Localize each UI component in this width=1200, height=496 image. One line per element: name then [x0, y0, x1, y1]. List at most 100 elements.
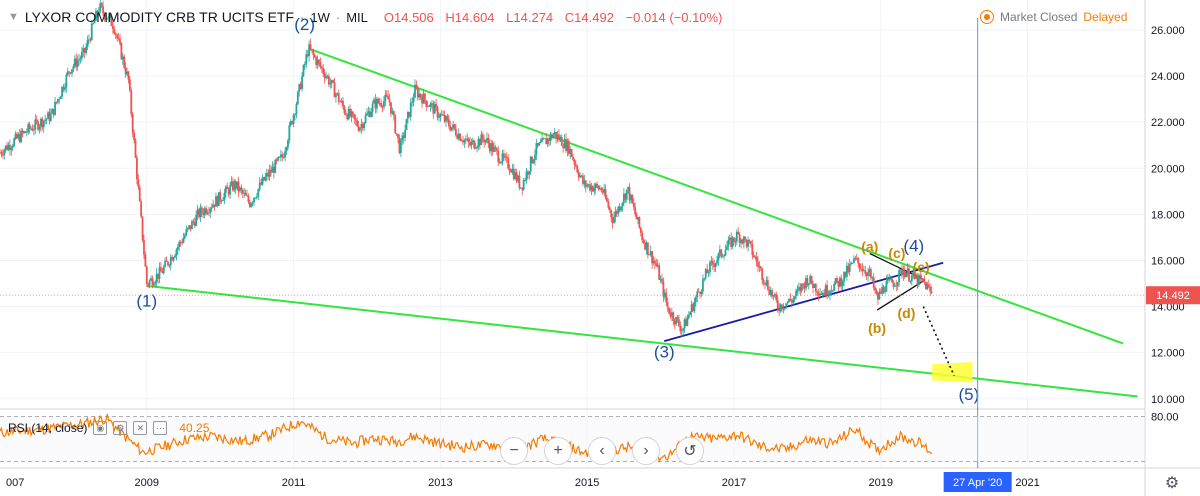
candle-body — [131, 114, 134, 133]
candle-body — [4, 145, 7, 150]
candle-body — [861, 268, 864, 272]
candle-body — [217, 192, 220, 206]
candle-body — [644, 242, 646, 250]
candle-body — [652, 260, 655, 264]
market-closed-label: Market Closed — [1000, 10, 1078, 24]
candle-body — [909, 281, 912, 282]
candle-body — [672, 312, 675, 321]
candle-body — [298, 84, 301, 92]
candle-body — [419, 93, 422, 98]
zoom-in-button[interactable]: + — [544, 437, 572, 465]
candle-body — [325, 76, 327, 79]
candle-body — [733, 237, 735, 242]
date-badge-text: 27 Apr '20 — [953, 477, 1002, 489]
time-tick-label: 2013 — [428, 477, 452, 489]
candle-body — [532, 159, 535, 164]
candle-body — [617, 206, 620, 214]
candle-body — [11, 146, 14, 149]
candle-body — [757, 261, 759, 267]
reset-button[interactable]: ↺ — [676, 437, 704, 465]
candle-body — [649, 251, 652, 255]
candle-body — [713, 264, 716, 268]
candle-body — [311, 49, 313, 51]
candle-body — [162, 266, 165, 274]
candle-body — [390, 102, 392, 114]
candle-body — [793, 296, 796, 299]
candle-body — [654, 260, 656, 264]
candle-body — [295, 104, 298, 115]
scroll-left-button[interactable]: ‹ — [588, 437, 616, 465]
gear-icon[interactable]: ⚙ — [113, 421, 128, 435]
candle-body — [42, 120, 45, 128]
candle-body — [145, 266, 148, 284]
candle-body — [260, 182, 263, 185]
candle-body — [56, 99, 59, 103]
candle-body — [394, 115, 397, 134]
candle-body — [901, 269, 903, 276]
candle-body — [433, 103, 436, 114]
chevron-down-icon[interactable]: ▼ — [8, 11, 19, 23]
candle-body — [929, 286, 932, 292]
candle-body — [459, 133, 462, 141]
candle-body — [755, 256, 758, 262]
candle-body — [137, 179, 140, 188]
candle-body — [710, 261, 713, 262]
candle-body — [169, 256, 172, 266]
candle-body — [234, 181, 237, 189]
candle-body — [711, 261, 714, 265]
close-icon[interactable]: ✕ — [133, 421, 148, 435]
candle-body — [392, 111, 395, 116]
settings-gear-icon[interactable]: ⚙ — [1165, 475, 1179, 492]
symbol-title[interactable]: LYXOR COMMODITY CRB TR UCITS ETF — [24, 9, 295, 25]
candle-body — [860, 268, 862, 270]
candle-body — [104, 18, 107, 20]
candle-body — [843, 271, 845, 282]
candle-body — [161, 271, 164, 274]
candle-body — [384, 94, 387, 101]
candle-body — [724, 249, 727, 256]
candle-body — [268, 169, 271, 177]
candle-body — [886, 278, 889, 281]
candle-body — [429, 103, 432, 107]
candle-body — [20, 130, 23, 142]
candle-body — [642, 240, 645, 243]
candle-body — [474, 148, 477, 149]
candle-body — [318, 59, 320, 63]
candle-body — [519, 187, 522, 189]
candle-body — [480, 134, 483, 146]
candle-body — [326, 76, 329, 77]
candle-body — [580, 175, 583, 177]
candle-body — [608, 207, 611, 211]
candle-body — [925, 282, 927, 290]
scroll-right-button[interactable]: › — [632, 437, 660, 465]
candle-body — [174, 255, 176, 258]
candle-body — [528, 171, 531, 175]
candle-body — [545, 138, 548, 145]
candle-body — [167, 261, 169, 266]
candle-body — [865, 273, 868, 277]
candle-body — [303, 63, 306, 66]
candle-body — [31, 128, 34, 131]
candle-body — [836, 278, 838, 281]
interval-label[interactable]: 1W — [310, 9, 330, 25]
candle-body — [44, 119, 47, 121]
candle-body — [377, 98, 380, 104]
candle-body — [54, 101, 56, 115]
candle-body — [816, 291, 819, 293]
rsi-label[interactable]: RSI (14, close) — [8, 421, 88, 435]
candle-body — [662, 281, 665, 297]
eye-icon[interactable]: ◉ — [93, 421, 108, 435]
candle-body — [144, 254, 147, 267]
candle-body — [141, 216, 144, 241]
candle-body — [606, 197, 608, 202]
more-icon[interactable]: ⋯ — [153, 421, 168, 435]
candle-body — [829, 290, 831, 295]
candle-body — [361, 123, 364, 129]
candle-body — [635, 214, 638, 220]
candle-body — [877, 293, 879, 300]
zoom-out-button[interactable]: − — [500, 437, 528, 465]
candle-body — [402, 135, 405, 138]
chart-overlays — [922, 306, 973, 383]
candle-body — [692, 304, 694, 311]
